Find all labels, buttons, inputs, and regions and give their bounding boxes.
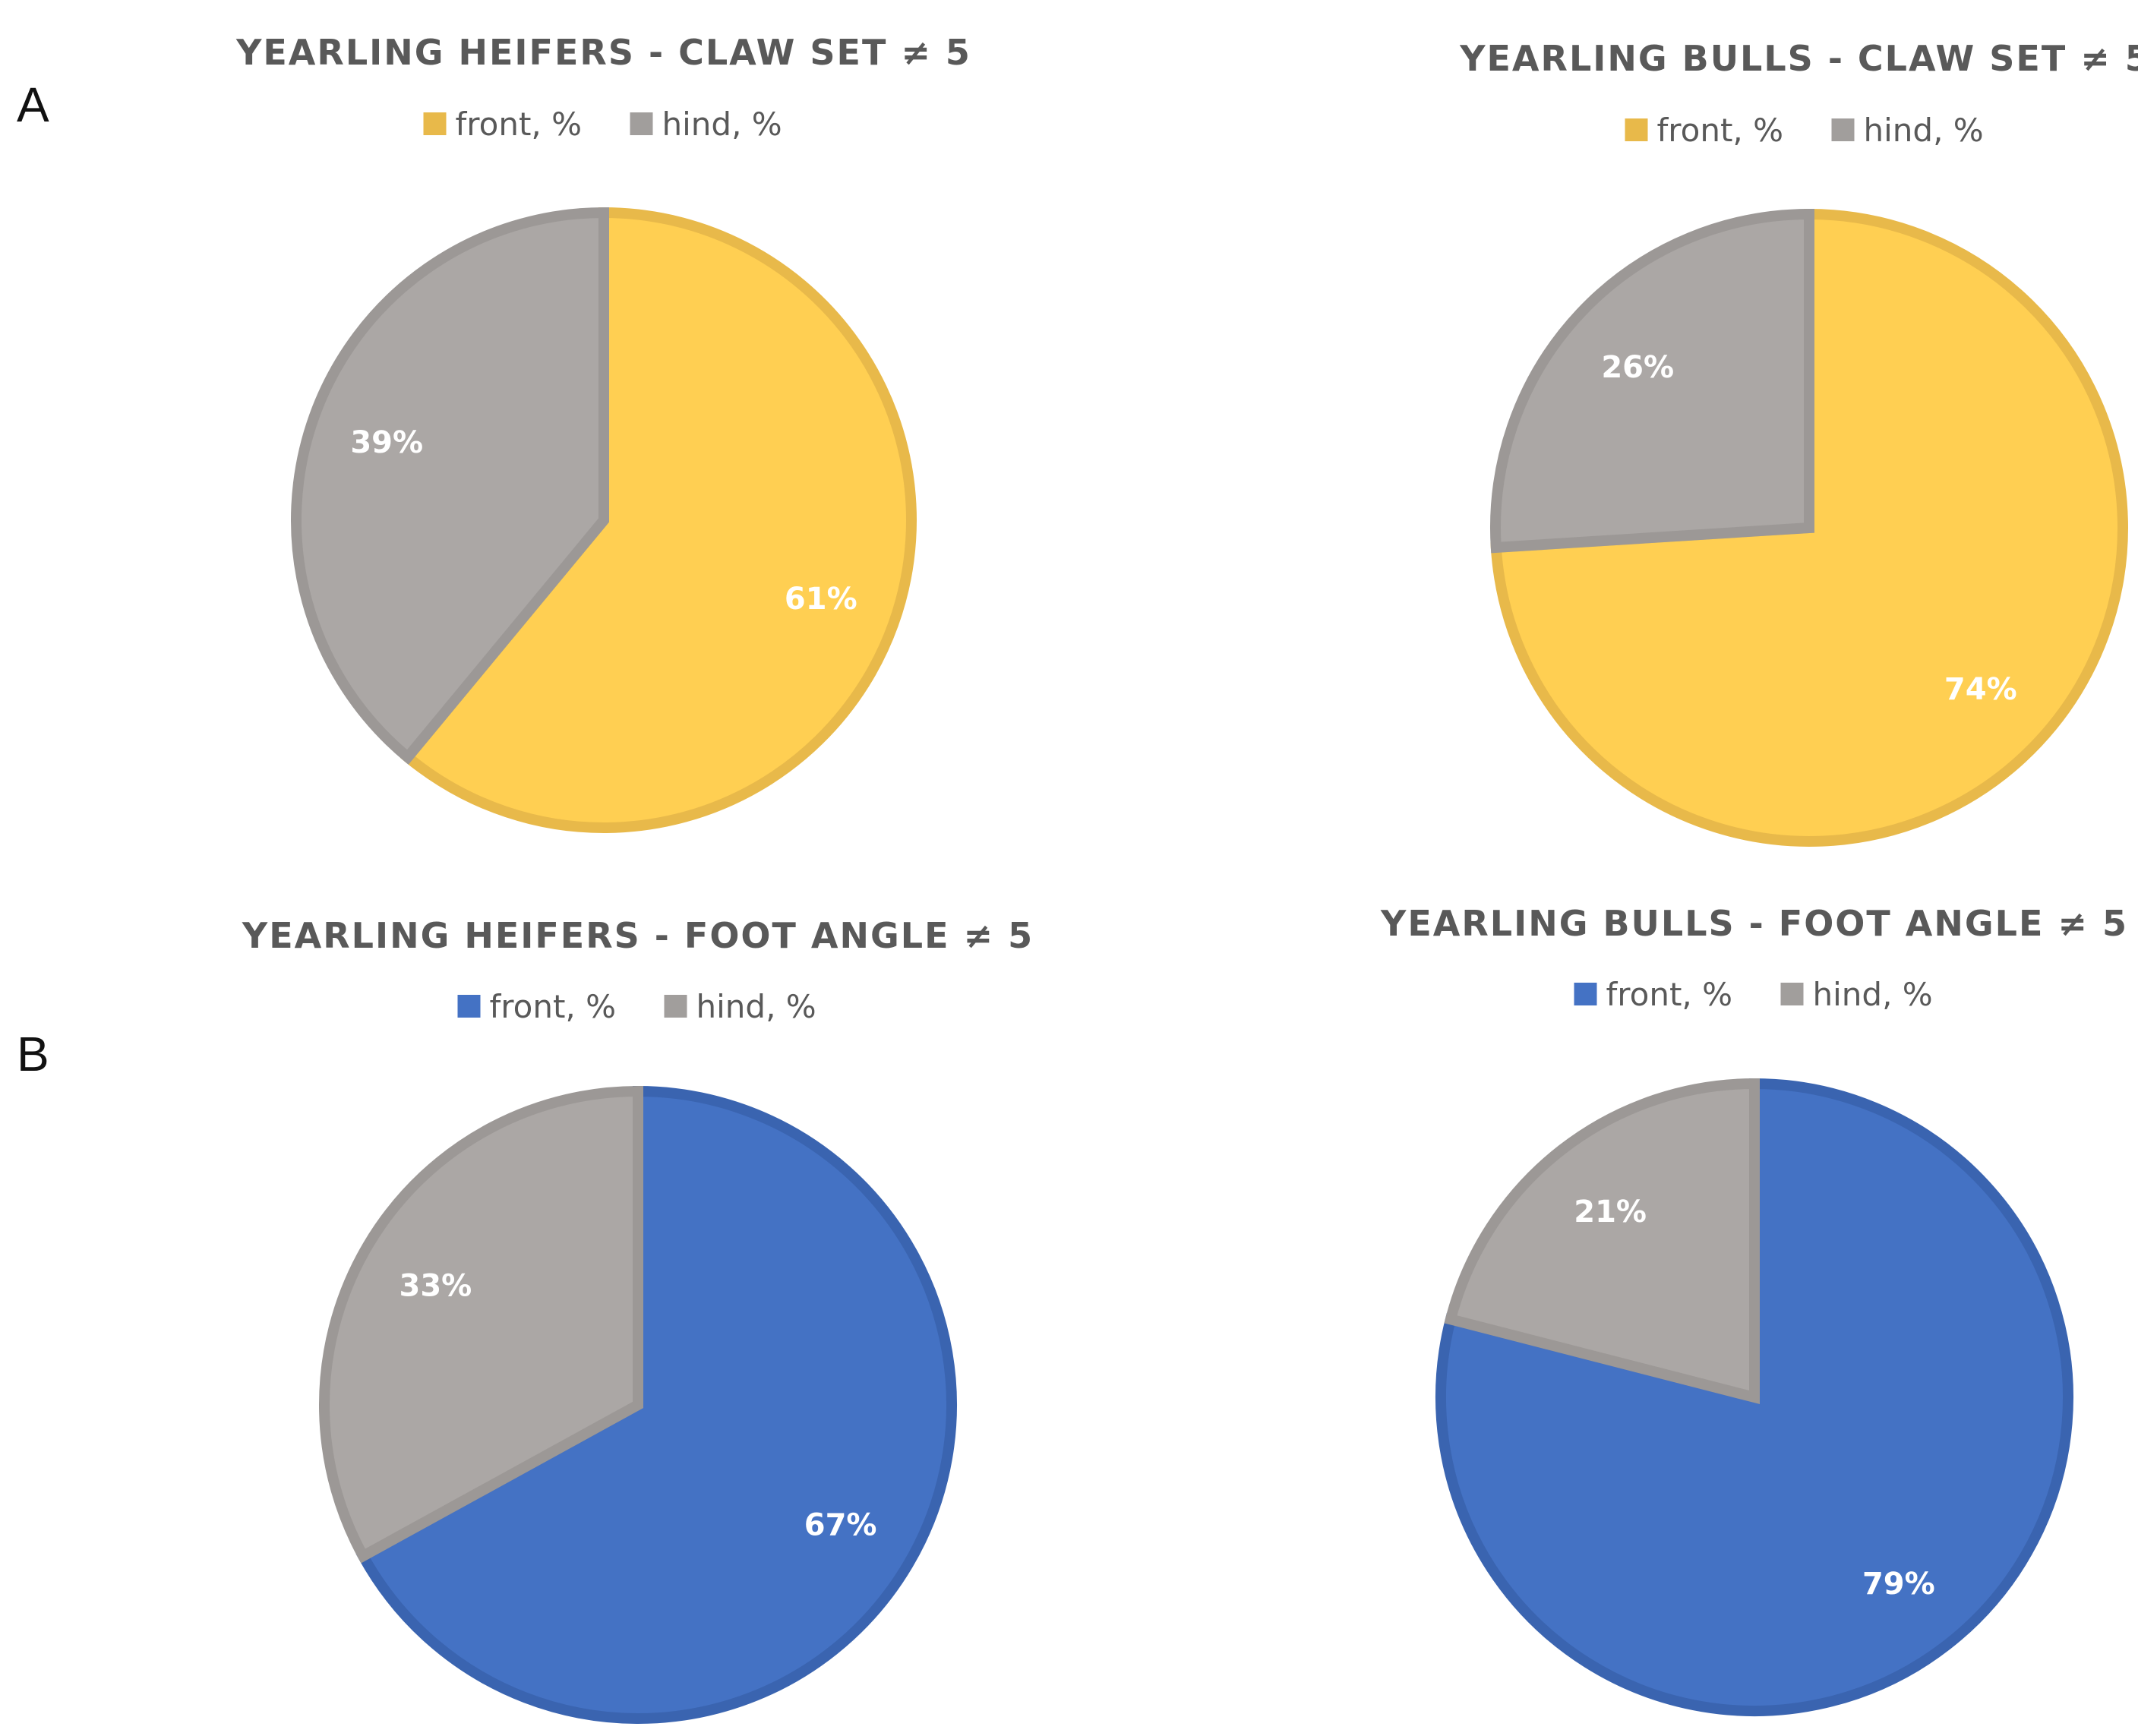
pie-slice-hind bbox=[1490, 208, 1814, 554]
pie-slice-front bbox=[1435, 1078, 2073, 1716]
data-label: 79% bbox=[1862, 1567, 1935, 1602]
chart-legend: front, % hind, % bbox=[457, 988, 816, 1025]
panel-letter-a: A bbox=[17, 77, 49, 132]
pie-slices bbox=[1435, 1078, 2073, 1716]
slice-labels: 67% 33% bbox=[399, 1268, 877, 1542]
data-label: 21% bbox=[1574, 1195, 1647, 1229]
data-label: 61% bbox=[785, 582, 857, 617]
pie-slice-hind bbox=[291, 207, 609, 765]
legend-label: hind, % bbox=[696, 988, 816, 1025]
legend-item: front, % bbox=[457, 988, 617, 1025]
chart-title: YEARLING BULLS - FOOT ANGLE ≠ 5 bbox=[1380, 903, 2128, 944]
data-label: 39% bbox=[350, 425, 423, 460]
legend-swatch bbox=[1780, 983, 1804, 1005]
legend-swatch bbox=[1831, 118, 1855, 141]
pie-chart-1: YEARLING HEIFERS - CLAW SET ≠ 5 front, % h… bbox=[235, 32, 971, 833]
slice-labels: 61% 39% bbox=[350, 425, 857, 617]
legend-swatch bbox=[630, 112, 653, 135]
chart-legend: front, % hind, % bbox=[423, 106, 782, 143]
pie-slice-hind bbox=[319, 1085, 643, 1564]
legend-label: hind, % bbox=[1864, 112, 1984, 149]
legend-item: front, % bbox=[423, 106, 583, 143]
legend-item: hind, % bbox=[664, 988, 816, 1025]
legend-swatch bbox=[1574, 983, 1597, 1005]
legend-label: front, % bbox=[456, 106, 583, 143]
pie-chart-3: YEARLING HEIFERS - FOOT ANGLE ≠ 5 front, … bbox=[242, 915, 1034, 1724]
slice-labels: 79% 21% bbox=[1574, 1195, 1934, 1602]
legend-label: front, % bbox=[1606, 976, 1733, 1013]
legend-label: front, % bbox=[1657, 112, 1784, 149]
pie-charts: YEARLING HEIFERS - CLAW SET ≠ 5 front, % h… bbox=[235, 32, 2138, 1724]
slice-labels: 74% 26% bbox=[1601, 350, 2016, 707]
legend-item: hind, % bbox=[1831, 112, 1984, 149]
pie-chart-2: YEARLING BULLS - CLAW SET ≠ 5 front, % hin… bbox=[1459, 38, 2138, 847]
legend-swatch bbox=[457, 995, 481, 1018]
pie-slices bbox=[1490, 208, 2128, 847]
legend-item: hind, % bbox=[630, 106, 782, 143]
pie-slices bbox=[319, 1085, 957, 1724]
chart-title: YEARLING BULLS - CLAW SET ≠ 5 bbox=[1459, 38, 2138, 79]
legend-item: front, % bbox=[1574, 976, 1733, 1013]
chart-title: YEARLING HEIFERS - CLAW SET ≠ 5 bbox=[235, 32, 971, 73]
legend-swatch bbox=[664, 995, 687, 1018]
pie-slice-front bbox=[355, 1085, 957, 1724]
legend-swatch bbox=[1625, 118, 1648, 141]
pie-chart-4: YEARLING BULLS - FOOT ANGLE ≠ 5 front, % h… bbox=[1380, 903, 2128, 1716]
data-label: 67% bbox=[804, 1508, 877, 1543]
legend-swatch bbox=[423, 112, 447, 135]
pie-slice-front bbox=[399, 207, 917, 833]
legend-item: front, % bbox=[1625, 112, 1784, 149]
chart-legend: front, % hind, % bbox=[1625, 112, 1984, 149]
chart-title: YEARLING HEIFERS - FOOT ANGLE ≠ 5 bbox=[242, 915, 1034, 956]
legend-label: hind, % bbox=[1813, 976, 1933, 1013]
legend-label: hind, % bbox=[662, 106, 782, 143]
pie-slices bbox=[291, 207, 917, 833]
panel-letter-b: B bbox=[17, 1027, 49, 1081]
data-label: 26% bbox=[1601, 350, 1674, 385]
data-label: 33% bbox=[399, 1268, 472, 1303]
pie-slice-hind bbox=[1444, 1078, 1760, 1405]
legend-item: hind, % bbox=[1780, 976, 1933, 1013]
legend-label: front, % bbox=[490, 988, 617, 1025]
chart-legend: front, % hind, % bbox=[1574, 976, 1933, 1013]
data-label: 74% bbox=[1944, 672, 2017, 707]
